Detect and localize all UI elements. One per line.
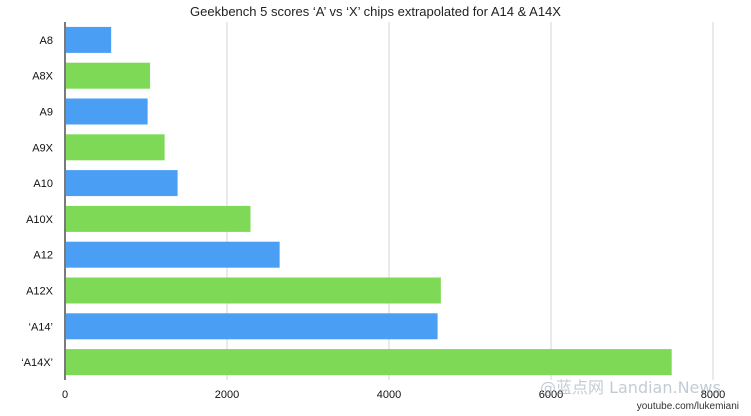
source-credit: youtube.com/lukemiani <box>636 401 739 412</box>
x-tick-label: 2000 <box>215 389 239 401</box>
x-tick-label: 0 <box>62 389 68 401</box>
x-tick-label: 4000 <box>377 389 401 401</box>
bar-7 <box>66 277 441 304</box>
category-label: A12 <box>33 250 53 262</box>
bar-6 <box>66 241 280 268</box>
category-label: A9X <box>32 142 53 154</box>
category-label: ‘A14X’ <box>21 357 53 369</box>
category-labels: A8 A8X A9 A9X A10 A10X A12 A12X ‘A14’ ‘A14X’ <box>21 35 53 369</box>
category-label: A12X <box>26 286 54 298</box>
category-label: A8X <box>32 71 53 83</box>
bar-5 <box>66 205 251 232</box>
x-tick-label: 6000 <box>539 389 563 401</box>
bar-2 <box>66 98 148 125</box>
bar-1 <box>66 62 151 89</box>
category-label: A8 <box>40 35 53 47</box>
x-tick-label: 8000 <box>701 389 725 401</box>
bar-8 <box>66 313 438 340</box>
bar-0 <box>66 26 112 53</box>
bar-3 <box>66 134 165 161</box>
category-label: A10 <box>33 178 53 190</box>
bar-9 <box>66 349 672 376</box>
watermark-text: @蓝点网 Landian.News <box>540 378 721 397</box>
bars <box>66 26 672 376</box>
bar-4 <box>66 170 178 197</box>
chart-title: Geekbench 5 scores ‘A’ vs ‘X’ chips extr… <box>190 4 561 19</box>
category-label: ‘A14’ <box>29 321 53 333</box>
x-axis-tick-labels: 0 2000 4000 6000 8000 <box>62 389 725 401</box>
category-label: A10X <box>26 214 54 226</box>
category-label: A9 <box>40 107 53 119</box>
